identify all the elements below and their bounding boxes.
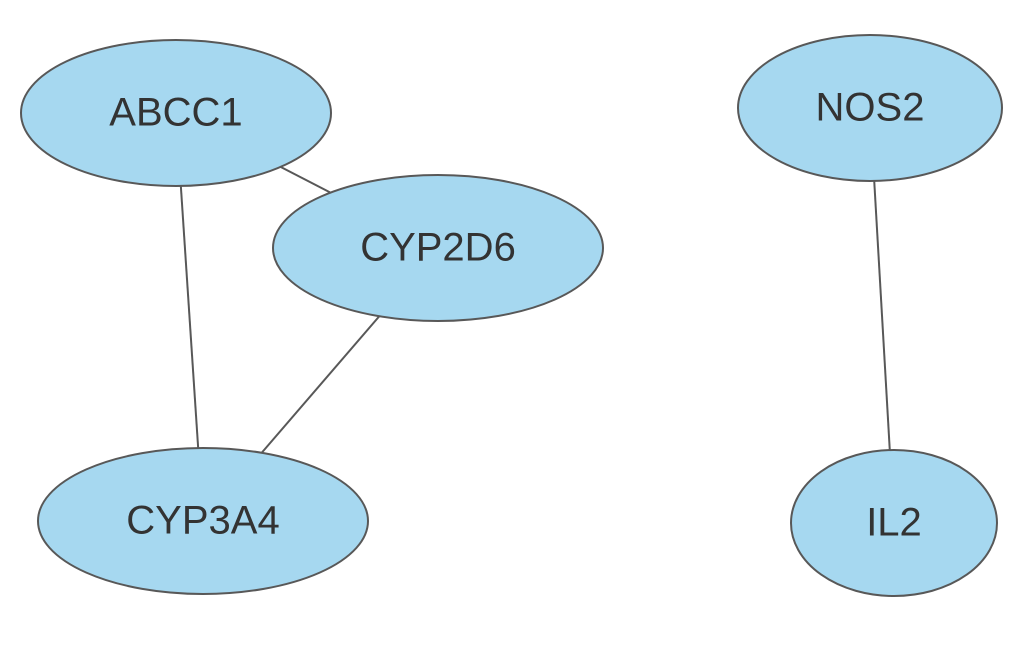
nodes-layer: ABCC1 CYP2D6 CYP3A4 NOS2 IL2 [21,35,1002,596]
node-label-NOS2: NOS2 [816,86,925,130]
node-label-ABCC1: ABCC1 [109,91,242,135]
edge-ABCC1-CYP3A4 [181,186,198,448]
node-ABCC1: ABCC1 [21,40,331,186]
node-NOS2: NOS2 [738,35,1002,181]
node-label-CYP2D6: CYP2D6 [360,226,516,270]
network-diagram: ABCC1 CYP2D6 CYP3A4 NOS2 IL2 [0,0,1020,651]
edge-NOS2-IL2 [874,181,890,450]
node-CYP3A4: CYP3A4 [38,448,368,594]
node-CYP2D6: CYP2D6 [273,175,603,321]
node-IL2: IL2 [791,450,997,596]
edge-ABCC1-CYP2D6 [281,167,331,193]
node-label-CYP3A4: CYP3A4 [126,499,279,543]
node-label-IL2: IL2 [866,501,922,545]
edge-CYP2D6-CYP3A4 [262,316,380,453]
